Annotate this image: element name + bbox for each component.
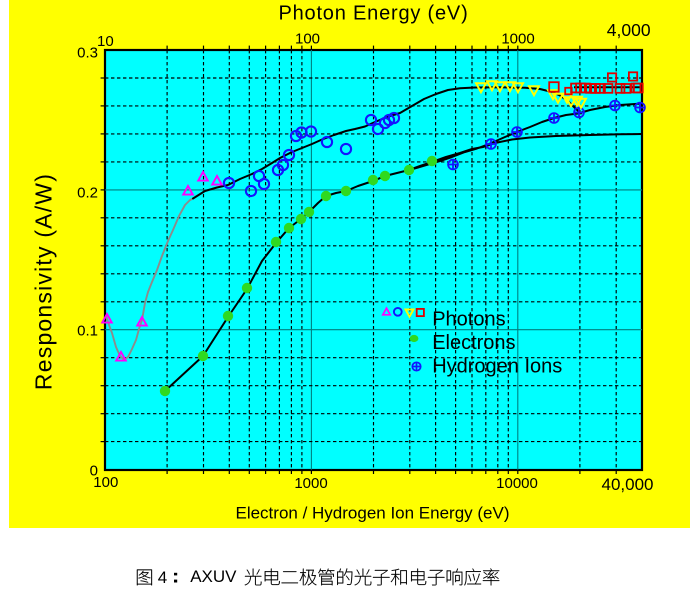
svg-text:10: 10 — [97, 33, 114, 50]
svg-text:4,000: 4,000 — [607, 20, 651, 40]
svg-text:4: 4 — [158, 568, 167, 587]
svg-text:0.2: 0.2 — [77, 185, 98, 202]
svg-text:Photon Energy (eV): Photon Energy (eV) — [278, 3, 468, 25]
svg-text:10000: 10000 — [496, 475, 538, 492]
svg-text:Electron / Hydrogen Ion Energy: Electron / Hydrogen Ion Energy (eV) — [235, 504, 509, 523]
svg-text:0.3: 0.3 — [77, 45, 98, 62]
svg-text:Hydrogen Ions: Hydrogen Ions — [432, 356, 562, 378]
svg-text:0: 0 — [90, 463, 98, 480]
svg-text:Electrons: Electrons — [432, 332, 515, 354]
svg-text:0.1: 0.1 — [77, 323, 98, 340]
svg-text:Responsivity (A/W): Responsivity (A/W) — [31, 173, 57, 390]
svg-text:100: 100 — [295, 31, 320, 48]
svg-text:100: 100 — [93, 474, 118, 491]
svg-text:1000: 1000 — [294, 475, 327, 492]
svg-text:1000: 1000 — [501, 31, 534, 48]
svg-text:AXUV: AXUV — [190, 567, 237, 586]
svg-text:40,000: 40,000 — [602, 475, 654, 494]
svg-text:Photons: Photons — [432, 309, 505, 331]
